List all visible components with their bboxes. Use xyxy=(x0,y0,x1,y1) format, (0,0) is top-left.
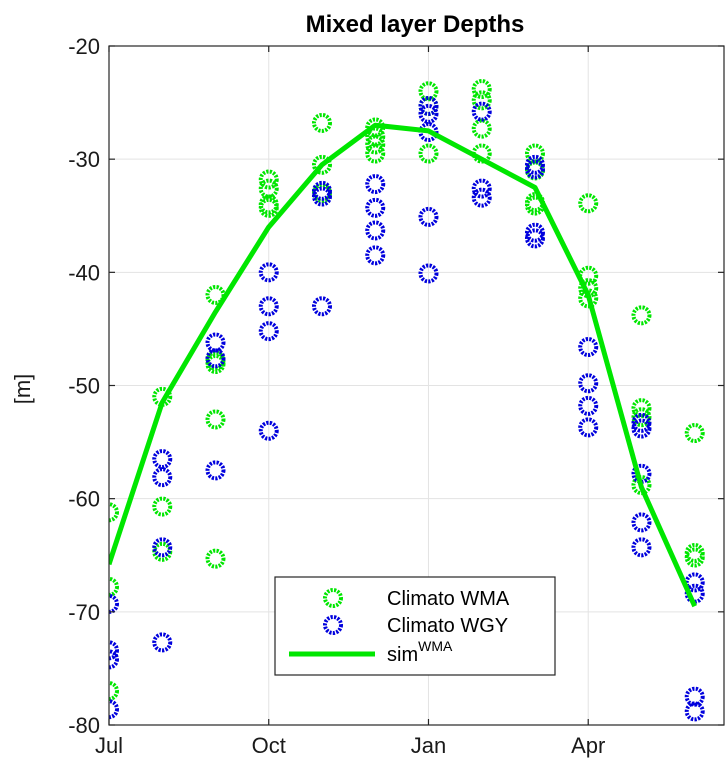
data-point xyxy=(258,169,279,190)
y-tick-label: -50 xyxy=(68,374,100,399)
data-point xyxy=(578,288,599,309)
data-point xyxy=(418,143,439,164)
data-point xyxy=(418,206,439,227)
data-point xyxy=(258,262,279,283)
series-line xyxy=(109,122,697,608)
data-point xyxy=(684,686,705,707)
data-point xyxy=(311,296,332,317)
data-point xyxy=(205,348,226,369)
data-point xyxy=(471,178,492,199)
data-point xyxy=(205,332,226,353)
data-point xyxy=(152,496,173,517)
data-point xyxy=(311,112,332,133)
data-point xyxy=(258,296,279,317)
data-point xyxy=(471,101,492,122)
data-point xyxy=(152,467,173,488)
data-point xyxy=(109,640,119,661)
data-point xyxy=(418,103,439,124)
data-point xyxy=(684,701,705,722)
data-point xyxy=(418,81,439,102)
data-point xyxy=(578,193,599,214)
data-point xyxy=(311,154,332,175)
data-point xyxy=(524,143,545,164)
data-layer xyxy=(109,79,705,722)
data-point xyxy=(109,649,119,670)
data-point xyxy=(365,220,386,241)
legend-box xyxy=(274,576,556,676)
data-point xyxy=(471,118,492,139)
data-point xyxy=(258,420,279,441)
legend-label: Climato WGY xyxy=(387,615,508,637)
data-point xyxy=(631,398,652,419)
data-point xyxy=(365,134,386,155)
data-point xyxy=(205,409,226,430)
data-point xyxy=(365,143,386,164)
data-point xyxy=(418,95,439,116)
data-point xyxy=(578,417,599,438)
y-tick-label: -70 xyxy=(68,600,100,625)
data-point xyxy=(258,178,279,199)
data-point xyxy=(631,537,652,558)
data-point xyxy=(524,228,545,249)
x-tick-label: Apr xyxy=(571,733,605,758)
y-tick-label: -20 xyxy=(68,34,100,59)
data-point xyxy=(205,548,226,569)
x-tick-label: Jan xyxy=(411,733,446,758)
legend-label: Climato WMA xyxy=(387,588,510,610)
y-tick-label: -80 xyxy=(68,713,100,738)
y-tick-label: -60 xyxy=(68,487,100,512)
data-point xyxy=(365,245,386,266)
data-point xyxy=(471,79,492,100)
data-point xyxy=(471,90,492,111)
y-tick-label: -30 xyxy=(68,147,100,172)
data-point xyxy=(578,337,599,358)
y-tick-label: -40 xyxy=(68,260,100,285)
data-point xyxy=(524,159,545,180)
data-point xyxy=(109,502,119,523)
data-point xyxy=(152,537,173,558)
data-point xyxy=(631,418,652,439)
legend-marker xyxy=(323,588,343,608)
data-point xyxy=(365,174,386,195)
data-point xyxy=(418,263,439,284)
data-point xyxy=(311,186,332,207)
data-point xyxy=(365,197,386,218)
data-point xyxy=(205,460,226,481)
data-point xyxy=(631,512,652,533)
data-point xyxy=(258,197,279,218)
x-tick-label: Oct xyxy=(252,733,286,758)
legend-marker xyxy=(323,615,343,635)
data-point xyxy=(109,576,119,597)
data-point xyxy=(684,423,705,444)
x-tick-label: Jul xyxy=(95,733,123,758)
data-point xyxy=(471,187,492,208)
data-point xyxy=(578,373,599,394)
data-point xyxy=(258,321,279,342)
data-point xyxy=(684,547,705,568)
data-point xyxy=(109,593,119,614)
data-point xyxy=(109,699,119,720)
data-point xyxy=(152,632,173,653)
data-point xyxy=(152,449,173,470)
chart-title: Mixed layer Depths xyxy=(306,11,525,38)
legend-label-superscript: WMA xyxy=(418,638,453,654)
data-point xyxy=(631,305,652,326)
y-axis-label: [m] xyxy=(10,374,35,405)
data-point xyxy=(109,681,119,702)
plot-area: Jul Oct Jan Apr -20 -30 -40 -50 -60 -70 -80 Climato… xyxy=(68,34,725,758)
data-point xyxy=(578,395,599,416)
data-point xyxy=(365,126,386,147)
